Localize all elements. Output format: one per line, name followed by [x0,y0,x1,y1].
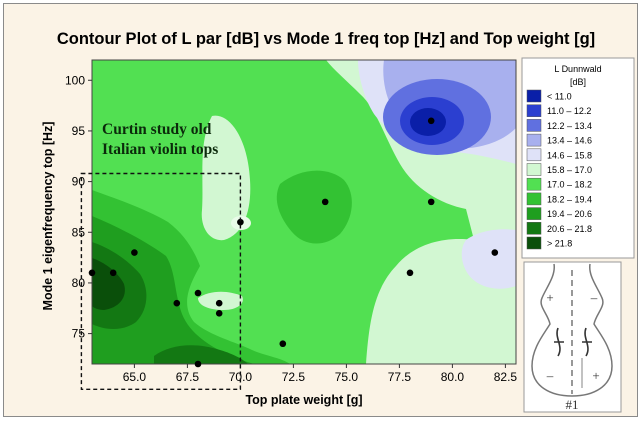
f-hole-left [554,327,564,357]
legend-swatch [526,192,542,206]
x-axis-label: Top plate weight [g] [245,393,362,407]
data-point [427,117,435,125]
legend-swatch [526,148,542,162]
legend-entry-label: < 11.0 [547,92,572,102]
x-tick-label: 77.5 [388,370,412,384]
data-point [406,269,414,277]
legend-swatch [526,133,542,147]
legend-swatch [526,236,542,250]
y-tick-label: 80 [72,276,86,290]
legend-unit: [dB] [570,77,586,87]
annotation-line-2: Italian violin tops [102,141,218,158]
y-tick-label: 100 [65,73,85,87]
y-tick-label: 85 [72,225,86,239]
legend-entries: < 11.0 11.0 – 12.2 12.2 – 13.4 13.4 – 14.6 1… [526,89,592,250]
x-tick-label: 67.5 [176,370,200,384]
y-tick-label: 90 [72,175,86,189]
chart-frame: Contour Plot of L par [dB] vs Mode 1 fre… [3,3,638,417]
legend-entry-label: 12.2 – 13.4 [547,121,592,131]
legend: L Dunnwald [dB] < 11.0 11.0 – 12.2 12.2 – … [521,57,635,259]
inset-box [523,261,622,413]
chart-title: Contour Plot of L par [dB] vs Mode 1 fre… [57,30,595,48]
y-axis-label: Mode 1 eigenfrequency top [Hz] [41,122,55,311]
legend-title: L Dunnwald [554,64,601,74]
plot-area-border [91,59,517,365]
x-tick-label: 70.0 [229,370,253,384]
inset-minus-bottom: – [546,368,554,383]
contour-fills [92,60,516,364]
legend-entry-label: 17.0 – 18.2 [547,180,592,190]
contour-level-under-11_0 [410,108,446,136]
legend-entry-label: 11.0 – 12.2 [547,106,591,116]
x-axis-ticks: 65.0 67.5 70.0 72.5 75.0 77.5 80.0 82.5 [123,364,518,384]
y-tick-label: 95 [72,124,86,138]
inset-plus-top: + [546,290,553,305]
data-points [88,117,499,368]
data-point [88,269,96,277]
x-tick-label: 72.5 [282,370,306,384]
data-point [194,289,202,297]
legend-entry-label: 15.8 – 17.0 [547,165,592,175]
data-point [321,198,329,206]
legend-entry-label: 13.4 – 14.6 [547,136,592,146]
legend-entry-label: 20.6 – 21.8 [547,224,592,234]
annotation-line-1: Curtin study old [102,121,212,138]
data-point [194,360,202,368]
contour-right-lavender [461,229,516,289]
legend-swatch [526,104,542,117]
data-point [215,310,223,317]
contour-level-over-21_8 [92,258,125,310]
data-point [215,299,223,307]
data-point [237,218,244,226]
contour-level-20_6-bottom [154,345,248,364]
y-axis-ticks: 75 80 85 90 95 100 [65,73,92,341]
data-point [491,249,499,256]
f-hole-right [582,327,592,357]
legend-swatch [526,222,542,235]
legend-swatch [526,119,542,132]
legend-entry-label: > 21.8 [547,239,572,249]
violin-inset: + – – + #1 [523,261,622,413]
legend-swatch [526,177,542,191]
contour-level-18_2-blob [276,170,352,244]
legend-swatch [526,207,542,220]
legend-entry-label: 14.6 – 15.8 [547,150,592,160]
y-tick-label: 75 [72,327,86,341]
inset-label: #1 [566,397,579,412]
data-point [131,249,138,256]
legend-entry-label: 19.4 – 20.6 [547,209,592,219]
legend-swatch [526,89,542,103]
x-tick-label: 82.5 [494,370,518,384]
contour-chart: Contour Plot of L par [dB] vs Mode 1 fre… [41,30,635,413]
data-point [279,340,287,348]
data-point [109,269,117,277]
legend-swatch [526,163,542,176]
x-tick-label: 75.0 [335,370,359,384]
data-point [427,198,435,206]
inset-minus-top: – [590,290,598,305]
contour-light-region-center [201,115,251,241]
data-point [173,299,181,307]
inset-plus-bottom: + [592,368,599,383]
x-tick-label: 80.0 [441,370,465,384]
violin-outline [531,263,613,397]
annotation-box [80,172,242,391]
x-tick-label: 65.0 [123,370,147,384]
legend-entry-label: 18.2 – 19.4 [547,194,592,204]
